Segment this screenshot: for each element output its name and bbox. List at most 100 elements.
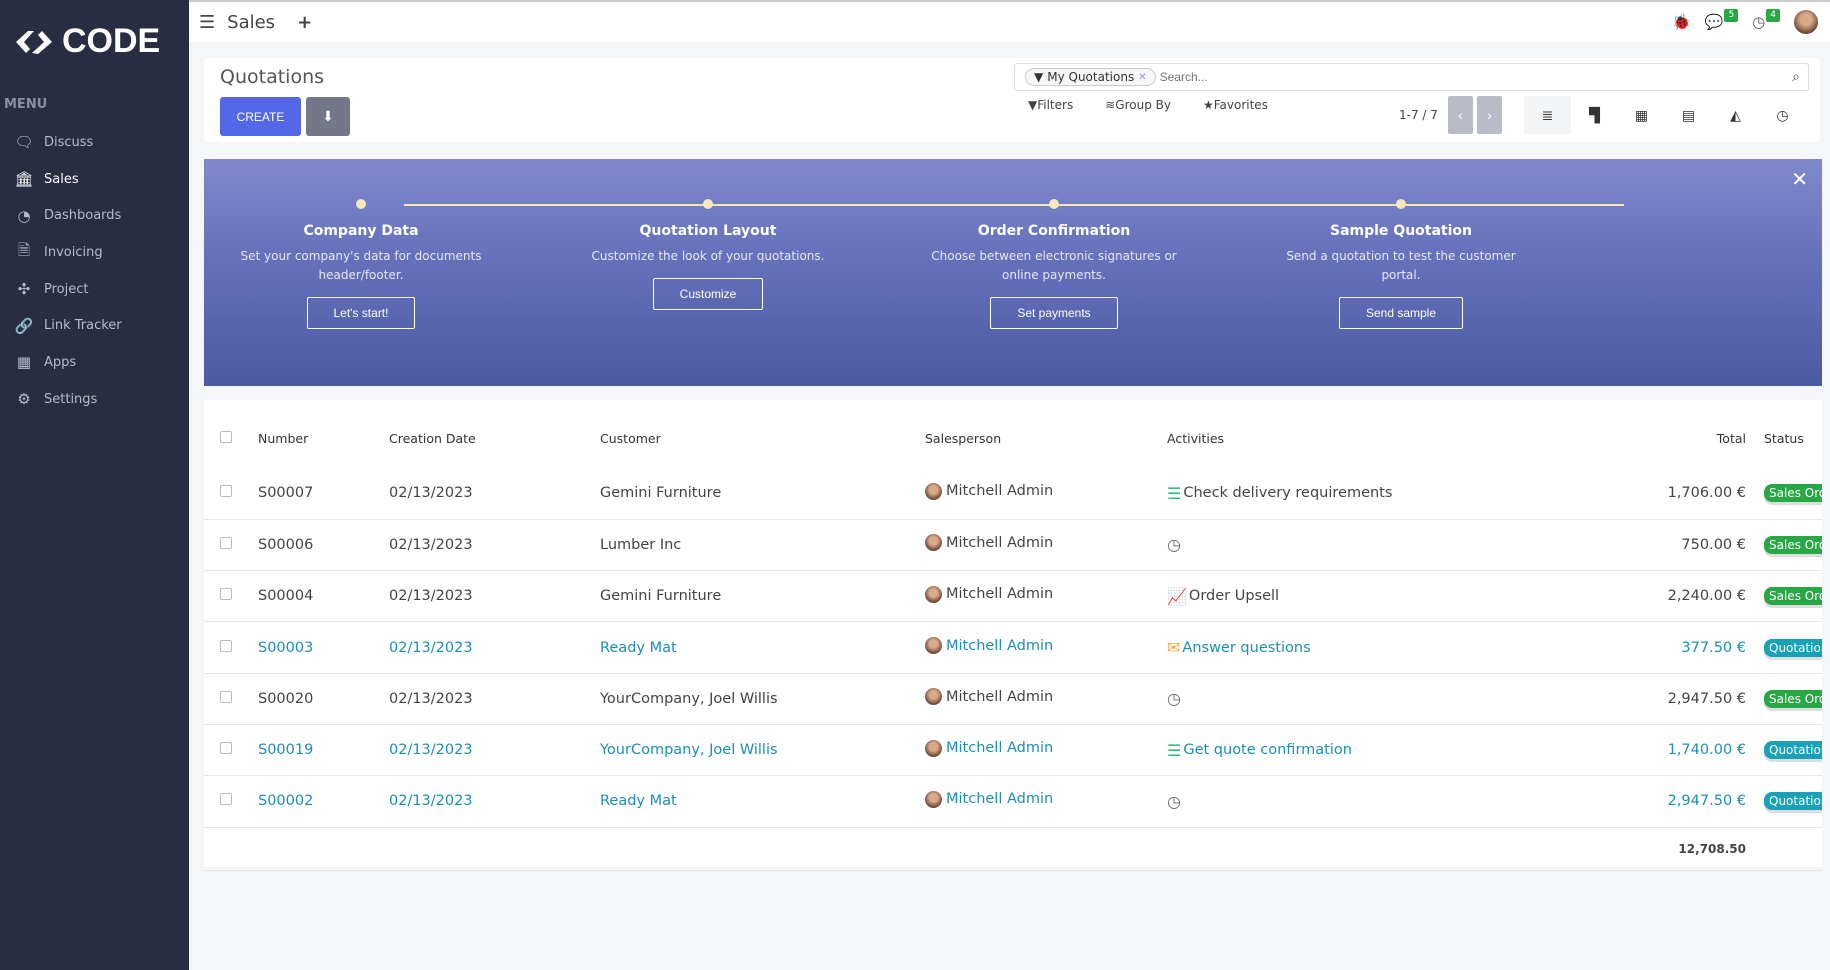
salesperson-avatar <box>925 790 942 808</box>
customer: Ready Mat <box>600 775 925 828</box>
pager-next-button[interactable]: › <box>1476 96 1502 134</box>
sidebar-item-link-tracker[interactable]: 🔗 Link Tracker <box>0 307 189 344</box>
activity-widget[interactable]: ☰ Check delivery requirements <box>1167 484 1392 503</box>
menu-toggle-icon[interactable]: ☰ <box>199 11 216 33</box>
column-customer[interactable]: Customer <box>600 430 661 446</box>
step-button[interactable]: Let's start! <box>306 297 416 329</box>
order-number: S00006 <box>258 519 389 572</box>
table-row[interactable]: S00006 02/13/2023 Lumber Inc Mitchell Ad… <box>204 519 1822 572</box>
activity-summary: Order Upsell <box>1188 588 1280 605</box>
step-dot <box>1049 199 1059 209</box>
pager-value[interactable]: 1-7 / 7 <box>1399 108 1438 122</box>
sidebar: CODE MENU 🗨 Discuss 🏛 Sales ◔ Dashboards 🗎 Invo… <box>0 0 189 970</box>
create-button[interactable]: CREATE <box>220 97 301 136</box>
step-button[interactable]: Send sample <box>1338 297 1464 329</box>
filters-button[interactable]: ▼Filters <box>1028 98 1073 112</box>
order-total: 750.00 € <box>1467 519 1750 572</box>
favorites-button[interactable]: ★Favorites <box>1203 98 1268 112</box>
remove-facet-icon[interactable]: ✕ <box>1138 71 1147 83</box>
customer: Gemini Furniture <box>600 570 925 623</box>
step-title: Order Confirmation <box>977 223 1131 239</box>
kanban-view-icon[interactable]: ▜ <box>1571 96 1618 134</box>
sidebar-item-project[interactable]: ✣ Project <box>0 271 189 308</box>
row-checkbox[interactable] <box>220 639 232 652</box>
activity-widget[interactable]: ✉ Answer questions <box>1167 638 1311 657</box>
table-row[interactable]: S00019 02/13/2023 YourCompany, Joel Will… <box>204 724 1822 777</box>
table-row[interactable]: S00003 02/13/2023 Ready Mat Mitchell Adm… <box>204 621 1822 674</box>
app-name[interactable]: Sales <box>227 11 276 33</box>
order-number: S00004 <box>258 570 389 623</box>
activity-widget[interactable]: ◷ <box>1167 535 1183 554</box>
order-total: 2,947.50 € <box>1467 673 1750 725</box>
status-badge: Sales Order <box>1764 689 1822 708</box>
table-row[interactable]: S00002 02/13/2023 Ready Mat Mitchell Adm… <box>204 775 1822 828</box>
step-button[interactable]: Customize <box>652 278 764 310</box>
row-checkbox[interactable] <box>220 742 232 755</box>
row-checkbox[interactable] <box>220 588 232 601</box>
row-checkbox[interactable] <box>220 793 232 806</box>
sidebar-item-apps[interactable]: ▦ Apps <box>0 344 189 381</box>
debug-bug-icon[interactable]: 🐞 <box>1672 13 1691 31</box>
creation-date: 02/13/2023 <box>389 468 600 520</box>
column-salesperson[interactable]: Salesperson <box>925 430 1002 446</box>
clock-icon: ◷ <box>1167 535 1181 555</box>
column-total[interactable]: Total <box>1716 430 1746 446</box>
brand-logo[interactable]: CODE <box>14 22 160 61</box>
pager-previous-button[interactable]: ‹ <box>1447 96 1473 134</box>
star-icon: ★ <box>1202 98 1214 112</box>
view-switcher: ≣ ▜ ▦ ▤ ◭ ◷ <box>1524 96 1806 134</box>
activities-button[interactable]: ◷ 4 <box>1752 9 1780 31</box>
row-checkbox[interactable] <box>220 485 232 498</box>
select-all-checkbox[interactable] <box>220 430 232 443</box>
download-button[interactable]: ⬇ <box>306 97 350 136</box>
step-button[interactable]: Set payments <box>990 297 1118 329</box>
activity-view-icon[interactable]: ◷ <box>1759 96 1806 134</box>
clock-icon: ◷ <box>1167 791 1181 811</box>
group-by-button[interactable]: ≋Group By <box>1105 98 1171 112</box>
search-input[interactable] <box>1159 70 1808 84</box>
customer: YourCompany, Joel Willis <box>600 724 925 777</box>
graph-view-icon[interactable]: ◭ <box>1712 96 1759 134</box>
step-description: Choose between electronic signatures or … <box>931 249 1177 282</box>
pivot-view-icon[interactable]: ▤ <box>1665 96 1712 134</box>
step-description: Customize the look of your quotations. <box>591 249 825 263</box>
column-date[interactable]: Creation Date <box>389 430 476 446</box>
customer: YourCompany, Joel Willis <box>600 673 925 725</box>
messages-button[interactable]: 💬 5 <box>1705 9 1739 31</box>
close-icon[interactable]: ✕ <box>1791 167 1808 191</box>
filter-icon: ▼ <box>1034 70 1044 84</box>
table-row[interactable]: S00007 02/13/2023 Gemini Furniture Mitch… <box>204 468 1822 520</box>
bank-icon: 🏛 <box>14 170 34 189</box>
new-tab-icon[interactable]: + <box>297 11 313 33</box>
menu-title: MENU <box>4 97 48 112</box>
sidebar-item-discuss[interactable]: 🗨 Discuss <box>0 124 189 161</box>
sidebar-item-label: Invoicing <box>44 244 103 260</box>
activity-widget[interactable]: ☰ Get quote confirmation <box>1167 741 1352 760</box>
sidebar-item-sales[interactable]: 🏛 Sales <box>0 161 189 198</box>
table-header: Number Creation Date Customer Salesperso… <box>204 400 1822 468</box>
sidebar-item-settings[interactable]: ⚙ Settings <box>0 381 189 418</box>
row-checkbox[interactable] <box>220 690 232 703</box>
activity-widget[interactable]: 📈 Order Upsell <box>1167 587 1279 606</box>
activity-widget[interactable]: ◷ <box>1167 792 1183 811</box>
systray: 🐞 💬 5 ◷ 4 <box>1672 9 1818 34</box>
sidebar-item-invoicing[interactable]: 🗎 Invoicing <box>0 234 189 271</box>
sidebar-item-dashboards[interactable]: ◔ Dashboards <box>0 197 189 234</box>
user-avatar[interactable] <box>1794 10 1818 34</box>
activity-widget[interactable]: ◷ <box>1167 689 1183 708</box>
column-number[interactable]: Number <box>258 430 309 446</box>
list-view-icon[interactable]: ≣ <box>1524 96 1571 134</box>
calendar-view-icon[interactable]: ▦ <box>1618 96 1665 134</box>
search-facet: ▼ My Quotations ✕ <box>1025 68 1156 86</box>
page-title: Quotations <box>220 66 325 88</box>
table-row[interactable]: S00020 02/13/2023 YourCompany, Joel Will… <box>204 673 1822 725</box>
column-status[interactable]: Status <box>1764 430 1804 446</box>
messages-count: 5 <box>1724 9 1739 22</box>
column-activities[interactable]: Activities <box>1167 430 1225 446</box>
salesperson: Mitchell Admin <box>946 740 1054 757</box>
filter-icon: ▼ <box>1028 98 1038 112</box>
row-checkbox[interactable] <box>220 536 232 549</box>
grand-total: 12,708.50 <box>204 827 1750 871</box>
table-row[interactable]: S00004 02/13/2023 Gemini Furniture Mitch… <box>204 570 1822 623</box>
search-icon[interactable]: ⌕ <box>1792 69 1800 85</box>
